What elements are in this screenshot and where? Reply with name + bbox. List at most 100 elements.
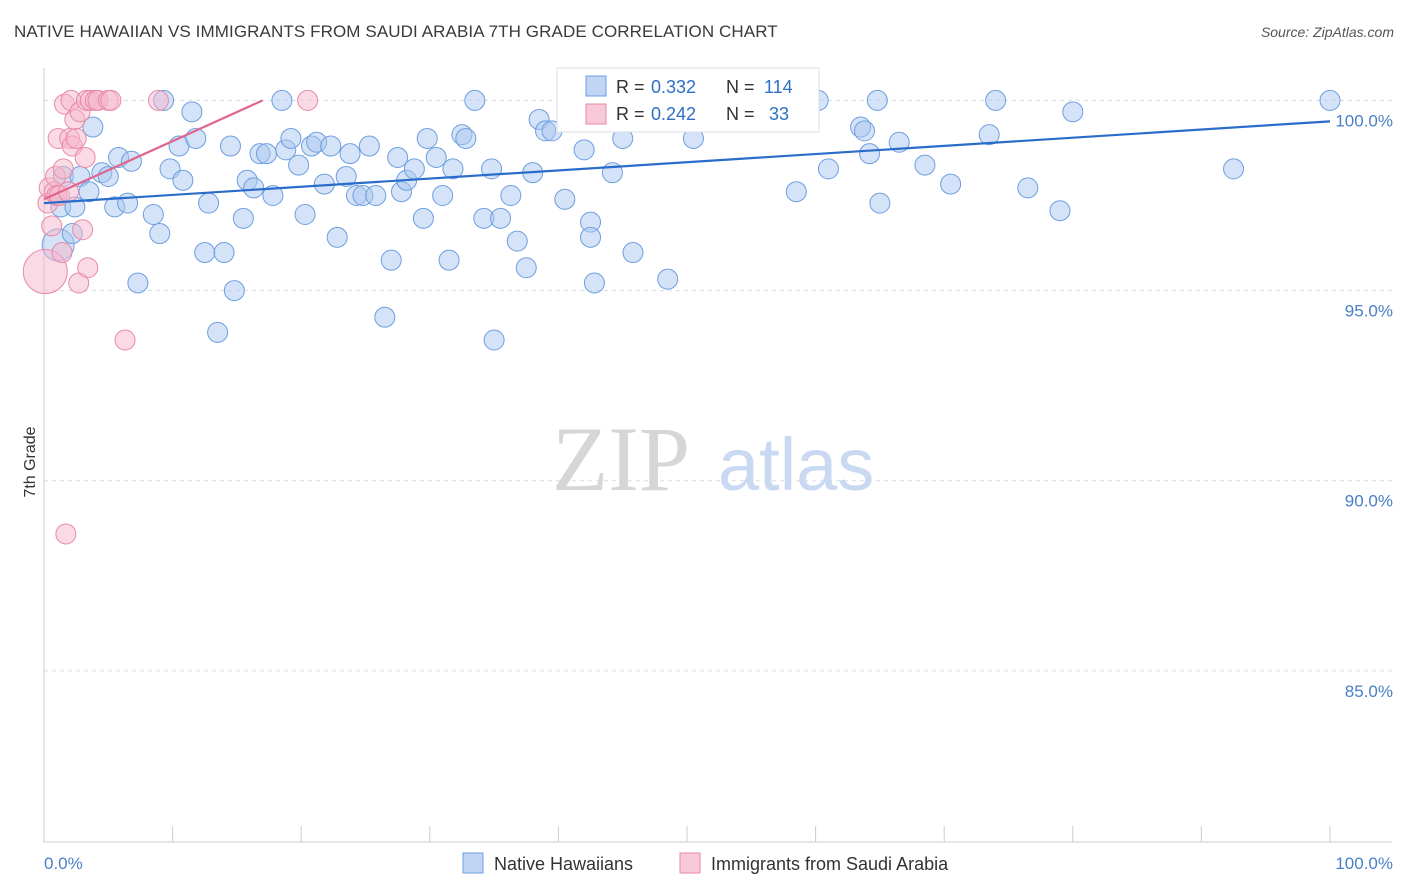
axes xyxy=(43,68,1392,843)
point-native-hawaiians-34 xyxy=(262,184,284,206)
point-native-hawaiians-12 xyxy=(117,192,139,214)
x-tick-label-max: 100.0% xyxy=(1335,854,1393,873)
point-native-hawaiians-49 xyxy=(358,135,380,157)
point-native-hawaiians-38 xyxy=(288,154,310,176)
watermark-zip: ZIP xyxy=(552,408,690,510)
point-native-hawaiians-98 xyxy=(859,143,881,165)
point-native-hawaiians-101 xyxy=(888,131,910,153)
trend-line-saudi-arabia xyxy=(43,99,264,201)
point-native-hawaiians-86 xyxy=(622,242,644,264)
point-native-hawaiians-57 xyxy=(412,207,434,229)
point-native-hawaiians-59 xyxy=(425,146,447,168)
legend-label-saudi-arabia: Immigrants from Saudi Arabia xyxy=(711,854,949,874)
point-native-hawaiians-106 xyxy=(1017,177,1039,199)
point-native-hawaiians-60 xyxy=(432,184,454,206)
point-native-hawaiians-95 xyxy=(817,158,839,180)
point-native-hawaiians-13 xyxy=(120,150,142,172)
point-native-hawaiians-108 xyxy=(1062,101,1084,123)
point-native-hawaiians-72 xyxy=(515,257,537,279)
point-native-hawaiians-69 xyxy=(490,207,512,229)
point-saudi-arabia-32 xyxy=(297,89,319,111)
point-saudi-arabia-31 xyxy=(147,89,169,111)
point-native-hawaiians-70 xyxy=(500,184,522,206)
point-native-hawaiians-28 xyxy=(223,280,245,302)
point-native-hawaiians-100 xyxy=(869,192,891,214)
watermark: ZIP atlas xyxy=(552,408,874,510)
point-saudi-arabia-3 xyxy=(41,215,63,237)
point-native-hawaiians-31 xyxy=(243,177,265,199)
point-native-hawaiians-21 xyxy=(181,101,203,123)
point-native-hawaiians-61 xyxy=(438,249,460,271)
point-native-hawaiians-35 xyxy=(271,89,293,111)
point-native-hawaiians-71 xyxy=(506,230,528,252)
stats-n-label-1: N = xyxy=(726,77,755,97)
point-native-hawaiians-68 xyxy=(483,329,505,351)
stats-r-label-2: R = xyxy=(616,104,645,124)
point-saudi-arabia-22 xyxy=(74,146,96,168)
y-tick-label-3: 85.0% xyxy=(1345,682,1393,701)
source-label: Source: ZipAtlas.com xyxy=(1260,24,1394,40)
y-tick-label-2: 90.0% xyxy=(1345,492,1393,511)
point-native-hawaiians-23 xyxy=(194,242,216,264)
point-native-hawaiians-50 xyxy=(365,184,387,206)
point-native-hawaiians-105 xyxy=(985,89,1007,111)
point-native-hawaiians-79 xyxy=(573,139,595,161)
point-native-hawaiians-20 xyxy=(172,169,194,191)
watermark-atlas: atlas xyxy=(718,423,874,506)
point-native-hawaiians-107 xyxy=(1049,200,1071,222)
point-native-hawaiians-7 xyxy=(82,116,104,138)
point-native-hawaiians-52 xyxy=(380,249,402,271)
point-native-hawaiians-39 xyxy=(294,204,316,226)
point-native-hawaiians-29 xyxy=(232,207,254,229)
point-native-hawaiians-16 xyxy=(149,223,171,245)
point-native-hawaiians-14 xyxy=(127,272,149,294)
stats-swatch-blue xyxy=(585,75,607,97)
tick-labels: 100.0% 95.0% 90.0% 85.0% 0.0% 100.0% xyxy=(44,111,1393,873)
point-saudi-arabia-18 xyxy=(65,127,87,149)
point-saudi-arabia-29 xyxy=(100,89,122,111)
point-native-hawaiians-26 xyxy=(213,242,235,264)
point-native-hawaiians-6 xyxy=(78,181,100,203)
point-native-hawaiians-77 xyxy=(554,188,576,210)
point-native-hawaiians-104 xyxy=(978,124,1000,146)
stats-r-value-2: 0.242 xyxy=(651,104,696,124)
point-saudi-arabia-9 xyxy=(51,242,73,264)
x-tick-label-min: 0.0% xyxy=(44,854,83,873)
point-saudi-arabia-10 xyxy=(52,158,74,180)
point-native-hawaiians-64 xyxy=(455,127,477,149)
stats-n-value-1: 114 xyxy=(764,77,793,97)
point-native-hawaiians-37 xyxy=(280,127,302,149)
point-native-hawaiians-109 xyxy=(1223,158,1245,180)
stats-legend: R = 0.332 N = 114 R = 0.242 N = 33 xyxy=(556,67,820,133)
point-native-hawaiians-62 xyxy=(442,158,464,180)
point-saudi-arabia-24 xyxy=(77,257,99,279)
point-saudi-arabia-30 xyxy=(114,329,136,351)
y-tick-label-0: 100.0% xyxy=(1335,111,1393,130)
point-native-hawaiians-102 xyxy=(914,154,936,176)
point-native-hawaiians-53 xyxy=(387,146,409,168)
point-native-hawaiians-65 xyxy=(464,89,486,111)
scatter-points xyxy=(22,89,1341,545)
point-native-hawaiians-24 xyxy=(198,192,220,214)
point-native-hawaiians-93 xyxy=(785,181,807,203)
point-native-hawaiians-81 xyxy=(580,226,602,248)
point-native-hawaiians-56 xyxy=(403,158,425,180)
stats-n-label-2: N = xyxy=(726,104,755,124)
point-native-hawaiians-44 xyxy=(326,226,348,248)
point-saudi-arabia-12 xyxy=(55,523,77,545)
point-native-hawaiians-46 xyxy=(339,143,361,165)
point-native-hawaiians-82 xyxy=(583,272,605,294)
legend-label-native-hawaiians: Native Hawaiians xyxy=(494,854,633,874)
series-legend: Native Hawaiians Immigrants from Saudi A… xyxy=(462,852,949,874)
point-saudi-arabia-21 xyxy=(72,219,94,241)
chart-title: NATIVE HAWAIIAN VS IMMIGRANTS FROM SAUDI… xyxy=(14,22,778,41)
point-native-hawaiians-99 xyxy=(866,89,888,111)
stats-r-label-1: R = xyxy=(616,77,645,97)
y-tick-label-1: 95.0% xyxy=(1345,302,1393,321)
point-native-hawaiians-97 xyxy=(853,120,875,142)
point-native-hawaiians-33 xyxy=(255,143,277,165)
point-native-hawaiians-15 xyxy=(142,204,164,226)
point-native-hawaiians-25 xyxy=(207,321,229,343)
point-native-hawaiians-43 xyxy=(320,135,342,157)
